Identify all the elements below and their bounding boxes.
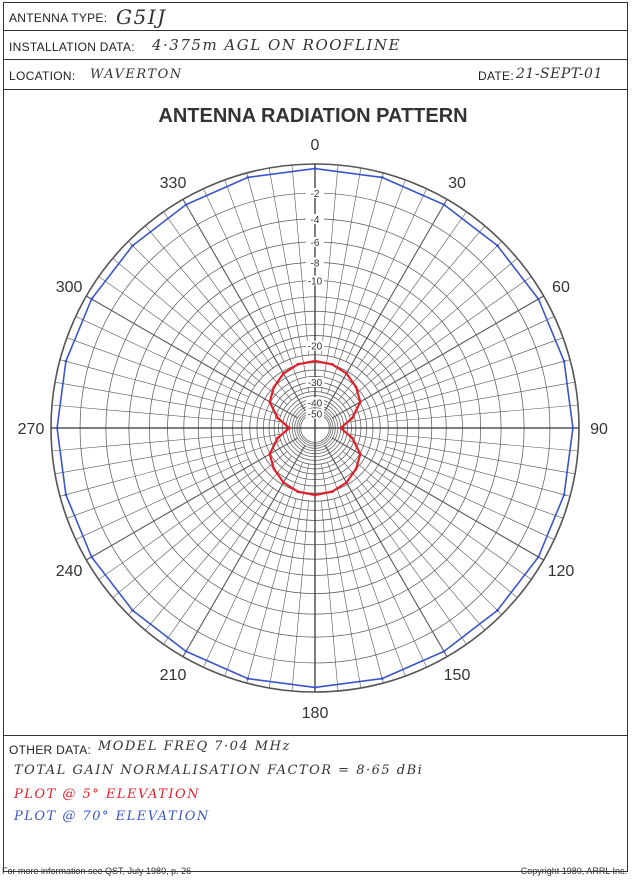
antenna-type-value: G5IJ — [116, 5, 167, 29]
gain-note: TOTAL GAIN NORMALISATION FACTOR = 8·65 d… — [14, 763, 424, 778]
installation-value: 4·375m AGL ON ROOFLINE — [152, 36, 401, 54]
other-data-value: MODEL FREQ 7·04 MHz — [98, 739, 291, 754]
installation-row: INSTALLATION DATA: 4·375m AGL ON ROOFLIN… — [4, 31, 627, 60]
location-value: WAVERTON — [90, 67, 183, 82]
footer-source: For more information see QST, July 1980,… — [2, 866, 192, 876]
red-series-note: PLOT @ 5° ELEVATION — [14, 787, 201, 802]
other-data-label: OTHER DATA: — [9, 743, 92, 757]
installation-label: INSTALLATION DATA: — [9, 40, 135, 54]
date-value: 21-SEPT-01 — [516, 66, 603, 82]
antenna-type-row: ANTENNA TYPE: G5IJ — [4, 3, 627, 31]
location-label: LOCATION: — [9, 69, 76, 83]
footer-copyright: Copyright 1980, ARRL Inc. — [520, 866, 627, 876]
blue-series-note: PLOT @ 70° ELEVATION — [14, 809, 210, 824]
chart-area — [4, 90, 627, 736]
form-frame: ANTENNA TYPE: G5IJ INSTALLATION DATA: 4·… — [3, 2, 628, 872]
location-row: LOCATION: WAVERTON DATE: 21-SEPT-01 — [4, 60, 627, 90]
date-label: DATE: — [478, 69, 514, 83]
antenna-type-label: ANTENNA TYPE: — [9, 11, 108, 25]
